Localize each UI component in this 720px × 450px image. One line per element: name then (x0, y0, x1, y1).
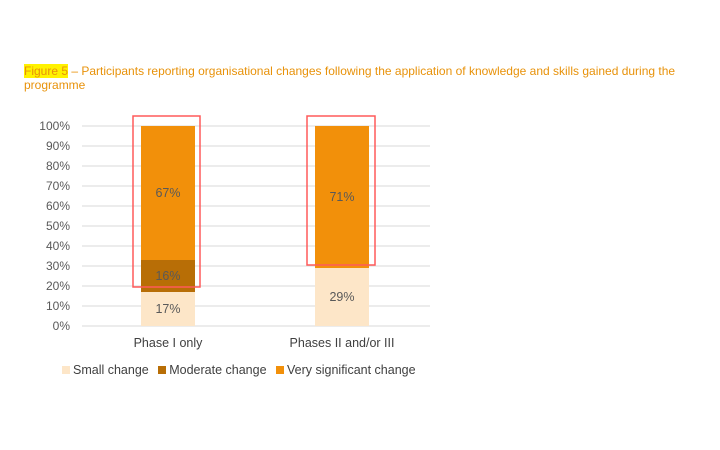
legend-label-moderate-change: Moderate change (169, 363, 267, 377)
legend-swatch-small-change (62, 366, 70, 374)
bar-segment (141, 292, 195, 326)
y-tick-label: 20% (46, 279, 70, 293)
highlight-boxes (132, 115, 376, 288)
gridlines (82, 125, 430, 327)
figure-caption: Figure 5 – Participants reporting organi… (24, 64, 704, 92)
y-tick-label: 90% (46, 139, 70, 153)
figure-caption-text: – Participants reporting organisational … (24, 64, 676, 92)
data-label: 16% (155, 269, 180, 283)
bars (141, 126, 369, 326)
figure-label: Figure 5 (24, 64, 69, 78)
data-labels: 17% 16% 67% 29% 71% (155, 186, 354, 316)
legend-label-small-change: Small change (73, 363, 149, 377)
y-tick-label: 80% (46, 159, 70, 173)
bar-segment (315, 268, 369, 326)
x-category-label: Phases II and/or III (290, 336, 395, 350)
legend-item-moderate-change: Moderate change (158, 363, 267, 377)
highlight-box (132, 115, 201, 288)
highlight-box (306, 115, 376, 266)
y-tick-label: 70% (46, 179, 70, 193)
x-category-label: Phase I only (134, 336, 204, 350)
legend-swatch-moderate-change (158, 366, 167, 374)
data-label: 29% (329, 290, 354, 304)
y-axis-ticks: 0% 10% 20% 30% 40% 50% 60% 70% 80% 90% 100% (39, 119, 70, 333)
legend: Small change Moderate change Very signif… (62, 363, 422, 377)
y-tick-label: 30% (46, 259, 70, 273)
bar-segment (315, 126, 369, 268)
y-tick-label: 50% (46, 219, 70, 233)
y-tick-label: 60% (46, 199, 70, 213)
legend-item-very-significant-change: Very significant change (276, 363, 416, 377)
legend-label-very-significant-change: Very significant change (287, 363, 416, 377)
y-tick-label: 0% (53, 319, 71, 333)
data-label: 17% (155, 302, 180, 316)
y-tick-label: 40% (46, 239, 70, 253)
x-axis-categories: Phase I only Phases II and/or III (134, 336, 395, 350)
data-label: 67% (155, 186, 180, 200)
y-tick-label: 10% (46, 299, 70, 313)
bar-segment (141, 126, 195, 260)
legend-item-small-change: Small change (62, 363, 149, 377)
legend-swatch-very-significant-change (276, 366, 285, 374)
y-tick-label: 100% (39, 119, 70, 133)
data-label: 71% (329, 190, 354, 204)
